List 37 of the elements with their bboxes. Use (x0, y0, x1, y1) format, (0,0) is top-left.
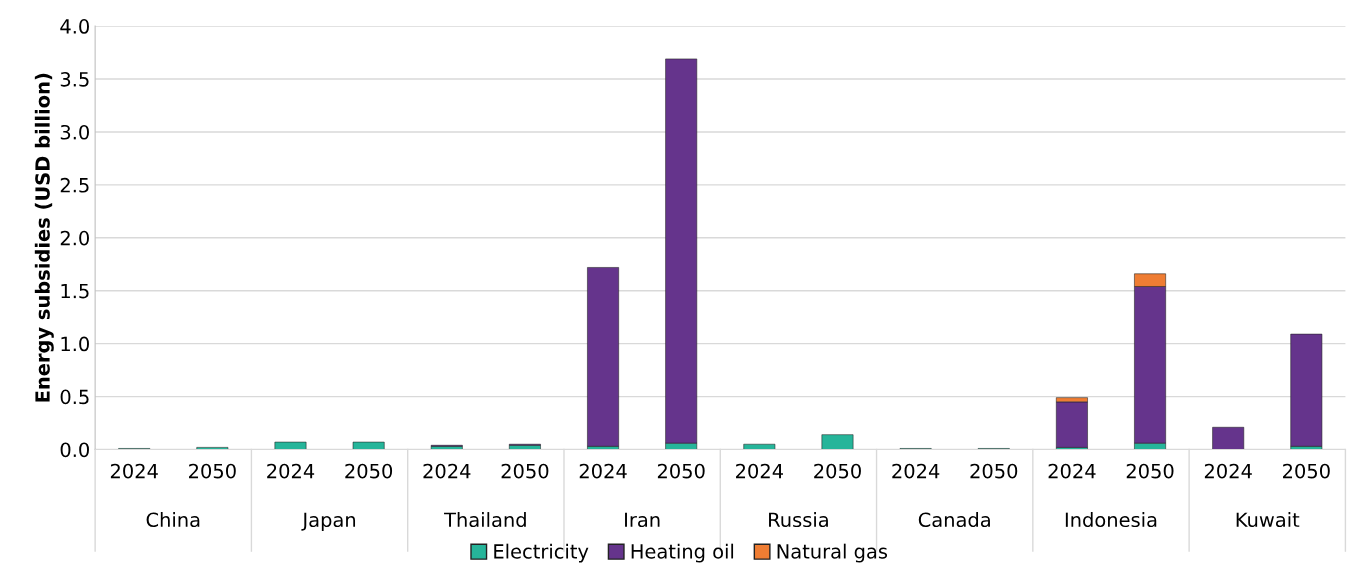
legend-label: Natural gas (777, 543, 888, 563)
y-tick-label: 0.0 (60, 442, 89, 458)
x-tick-label: 2024 (423, 463, 471, 479)
text: Kuwait (1236, 512, 1300, 528)
x-tick-label: 2024 (892, 463, 940, 479)
x-tick-label: 2050 (1126, 463, 1174, 479)
y-tick-label: 2.0 (60, 230, 89, 246)
x-tick-label: 2024 (736, 463, 783, 479)
y-tick-label: 1.5 (61, 283, 89, 299)
text: Canada (918, 512, 990, 528)
y-tick-label: 0.5 (60, 389, 89, 405)
text: Thailand (444, 512, 526, 528)
text: Iran (625, 512, 660, 528)
x-tick-label: 2050 (657, 463, 705, 479)
x-tick-label: 2050 (501, 463, 549, 479)
text: China (146, 512, 200, 528)
y-tick-label: 3.0 (60, 124, 89, 140)
x-tick-label: 2024 (1048, 463, 1096, 479)
x-tick-label: 2024 (579, 463, 627, 479)
x-tick-label: 2050 (814, 463, 861, 479)
y-tick-label: 3.5 (60, 71, 89, 87)
x-tick-label: 2024 (267, 463, 315, 479)
x-tick-label: 2024 (1204, 463, 1252, 479)
x-tick-label: 2050 (970, 463, 1018, 479)
y-axis-title: Energy subsidies (USD billion) (34, 73, 54, 402)
x-tick-label: 2050 (345, 463, 393, 479)
y-tick-label: 2.5 (60, 177, 89, 193)
y-tick-label: 4.0 (60, 19, 89, 34)
text: Indonesia (1065, 512, 1157, 528)
x-tick-label: 2050 (1283, 463, 1330, 479)
x-tick-label: 2050 (189, 463, 236, 479)
x-tick-label: 2024 (110, 463, 158, 479)
legend-label: Electricity (494, 543, 589, 563)
y-tick-label: 1.0 (61, 336, 89, 352)
text: Russia (769, 512, 828, 528)
text: Japan (301, 512, 356, 531)
legend-label: Heating oil (631, 543, 734, 563)
